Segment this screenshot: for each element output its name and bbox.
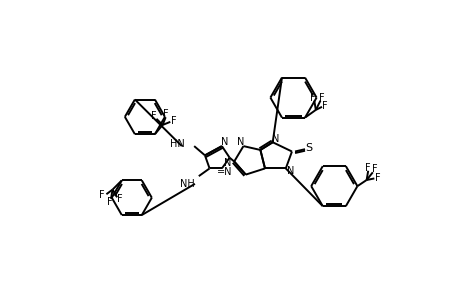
Text: F: F (170, 116, 176, 126)
Text: N: N (286, 166, 293, 176)
Text: N: N (236, 137, 244, 147)
Text: F: F (107, 197, 113, 207)
Text: N: N (272, 134, 279, 144)
Text: F: F (150, 112, 156, 122)
Text: F: F (99, 190, 104, 200)
Text: N: N (223, 158, 230, 168)
Text: F: F (309, 93, 315, 103)
Text: NH: NH (180, 179, 195, 189)
Text: HN: HN (170, 139, 185, 149)
Text: F: F (162, 109, 168, 119)
Text: F: F (371, 164, 376, 174)
Text: F: F (364, 163, 370, 173)
Text: S: S (305, 143, 312, 153)
Text: F: F (319, 93, 324, 103)
Text: F: F (322, 101, 327, 111)
Text: =N: =N (217, 167, 232, 176)
Text: N: N (221, 137, 228, 147)
Text: F: F (374, 173, 380, 184)
Text: F: F (117, 194, 122, 204)
